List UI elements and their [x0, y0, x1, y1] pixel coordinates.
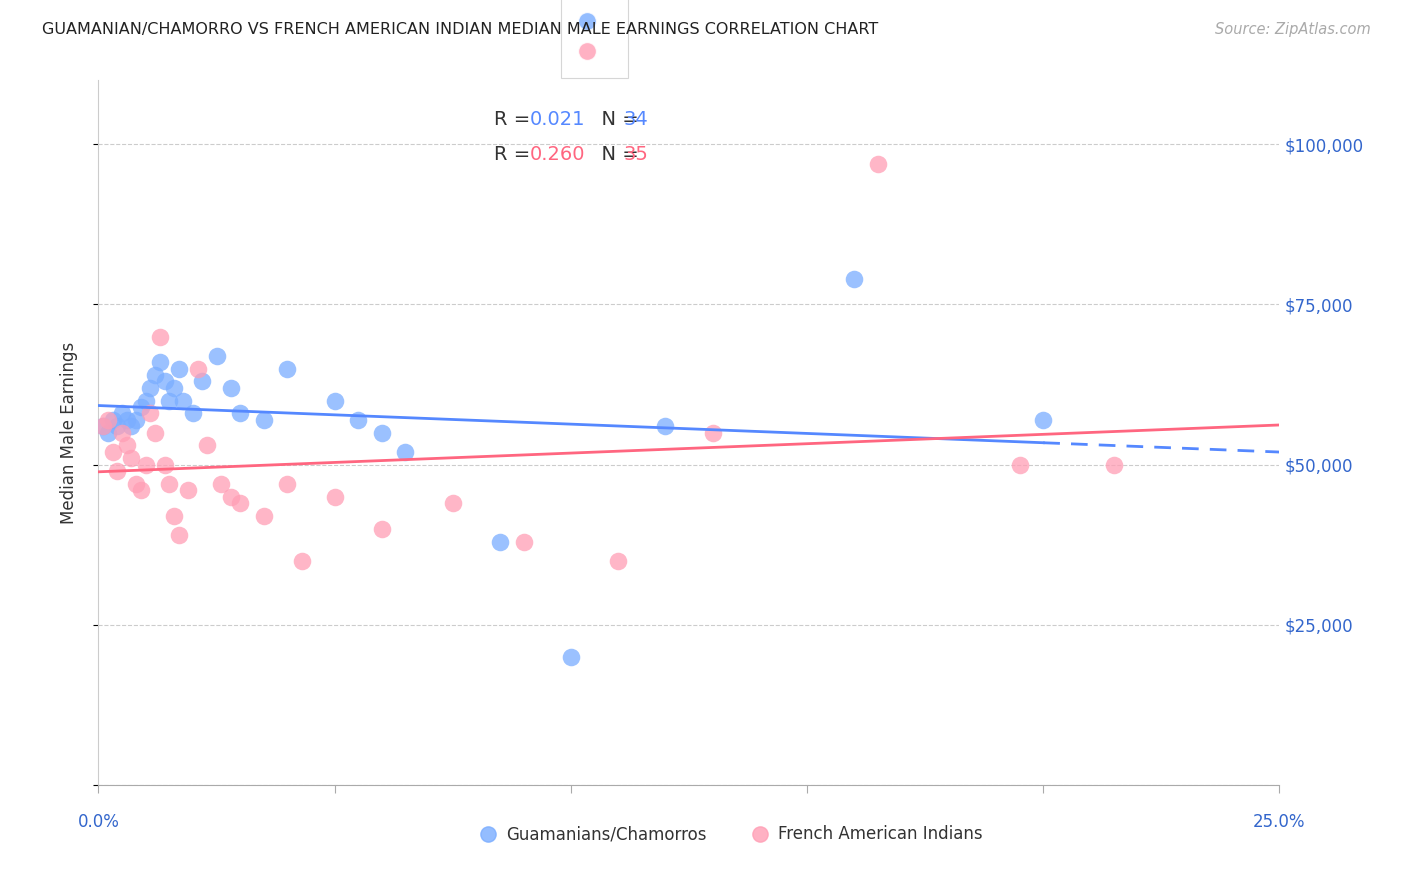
Point [187, 361, 209, 376]
Point [323, 393, 346, 408]
Text: 34: 34 [624, 110, 648, 128]
Point [607, 554, 630, 568]
Point [654, 419, 676, 434]
Point [135, 458, 157, 472]
Text: N =: N = [589, 145, 644, 164]
Point [181, 406, 204, 420]
Point [135, 393, 157, 408]
Point [91, 419, 114, 434]
Point [157, 476, 180, 491]
Point [205, 349, 228, 363]
Point [149, 329, 172, 343]
Point [153, 458, 176, 472]
Point [276, 476, 298, 491]
Point [866, 156, 889, 170]
Point [347, 413, 370, 427]
Point [121, 419, 143, 434]
Point [105, 464, 128, 478]
Point [394, 445, 416, 459]
Point [129, 400, 152, 414]
Point [111, 406, 134, 420]
Point [157, 393, 180, 408]
Point [153, 375, 176, 389]
Point [489, 534, 512, 549]
Point [209, 476, 232, 491]
Point [1102, 458, 1125, 472]
Text: 0.021: 0.021 [530, 110, 585, 128]
Point [1008, 458, 1031, 472]
Point [143, 368, 166, 382]
Point [115, 438, 138, 452]
Text: R =: R = [494, 110, 537, 128]
Point [143, 425, 166, 440]
Point [115, 413, 138, 427]
Point [167, 528, 190, 542]
Point [560, 649, 582, 664]
Point [91, 419, 114, 434]
Point [125, 413, 148, 427]
Point [441, 496, 464, 510]
Text: N =: N = [589, 110, 644, 128]
Text: 25.0%: 25.0% [1253, 814, 1306, 831]
Point [323, 490, 346, 504]
Text: 0.0%: 0.0% [77, 814, 120, 831]
Point [105, 419, 128, 434]
Point [167, 361, 190, 376]
Point [163, 381, 186, 395]
Point [195, 438, 218, 452]
Text: 0.260: 0.260 [530, 145, 585, 164]
Point [97, 425, 120, 440]
Text: R =: R = [494, 145, 537, 164]
Point [139, 406, 162, 420]
Point [191, 375, 214, 389]
Text: GUAMANIAN/CHAMORRO VS FRENCH AMERICAN INDIAN MEDIAN MALE EARNINGS CORRELATION CH: GUAMANIAN/CHAMORRO VS FRENCH AMERICAN IN… [42, 22, 879, 37]
Point [844, 272, 866, 286]
Y-axis label: Median Male Earnings: Median Male Earnings [59, 342, 77, 524]
Point [129, 483, 152, 498]
Point [229, 496, 252, 510]
Point [371, 425, 394, 440]
Point [219, 381, 242, 395]
Point [149, 355, 172, 369]
Text: 35: 35 [624, 145, 648, 164]
Legend: , : , [561, 0, 627, 78]
Point [276, 361, 298, 376]
Point [371, 522, 394, 536]
Point [229, 406, 252, 420]
Point [97, 413, 120, 427]
Point [177, 483, 200, 498]
Point [101, 413, 124, 427]
Text: Source: ZipAtlas.com: Source: ZipAtlas.com [1215, 22, 1371, 37]
Point [172, 393, 194, 408]
Point [101, 445, 124, 459]
Point [512, 534, 534, 549]
Point [290, 554, 312, 568]
Point [163, 508, 186, 523]
Point [253, 508, 276, 523]
Text: French American Indians: French American Indians [778, 825, 983, 843]
Point [1032, 413, 1054, 427]
Point [111, 425, 134, 440]
Point [253, 413, 276, 427]
Point [125, 476, 148, 491]
Point [219, 490, 242, 504]
Text: Guamanians/Chamorros: Guamanians/Chamorros [506, 825, 706, 843]
Point [702, 425, 724, 440]
Point [121, 451, 143, 466]
Point [139, 381, 162, 395]
